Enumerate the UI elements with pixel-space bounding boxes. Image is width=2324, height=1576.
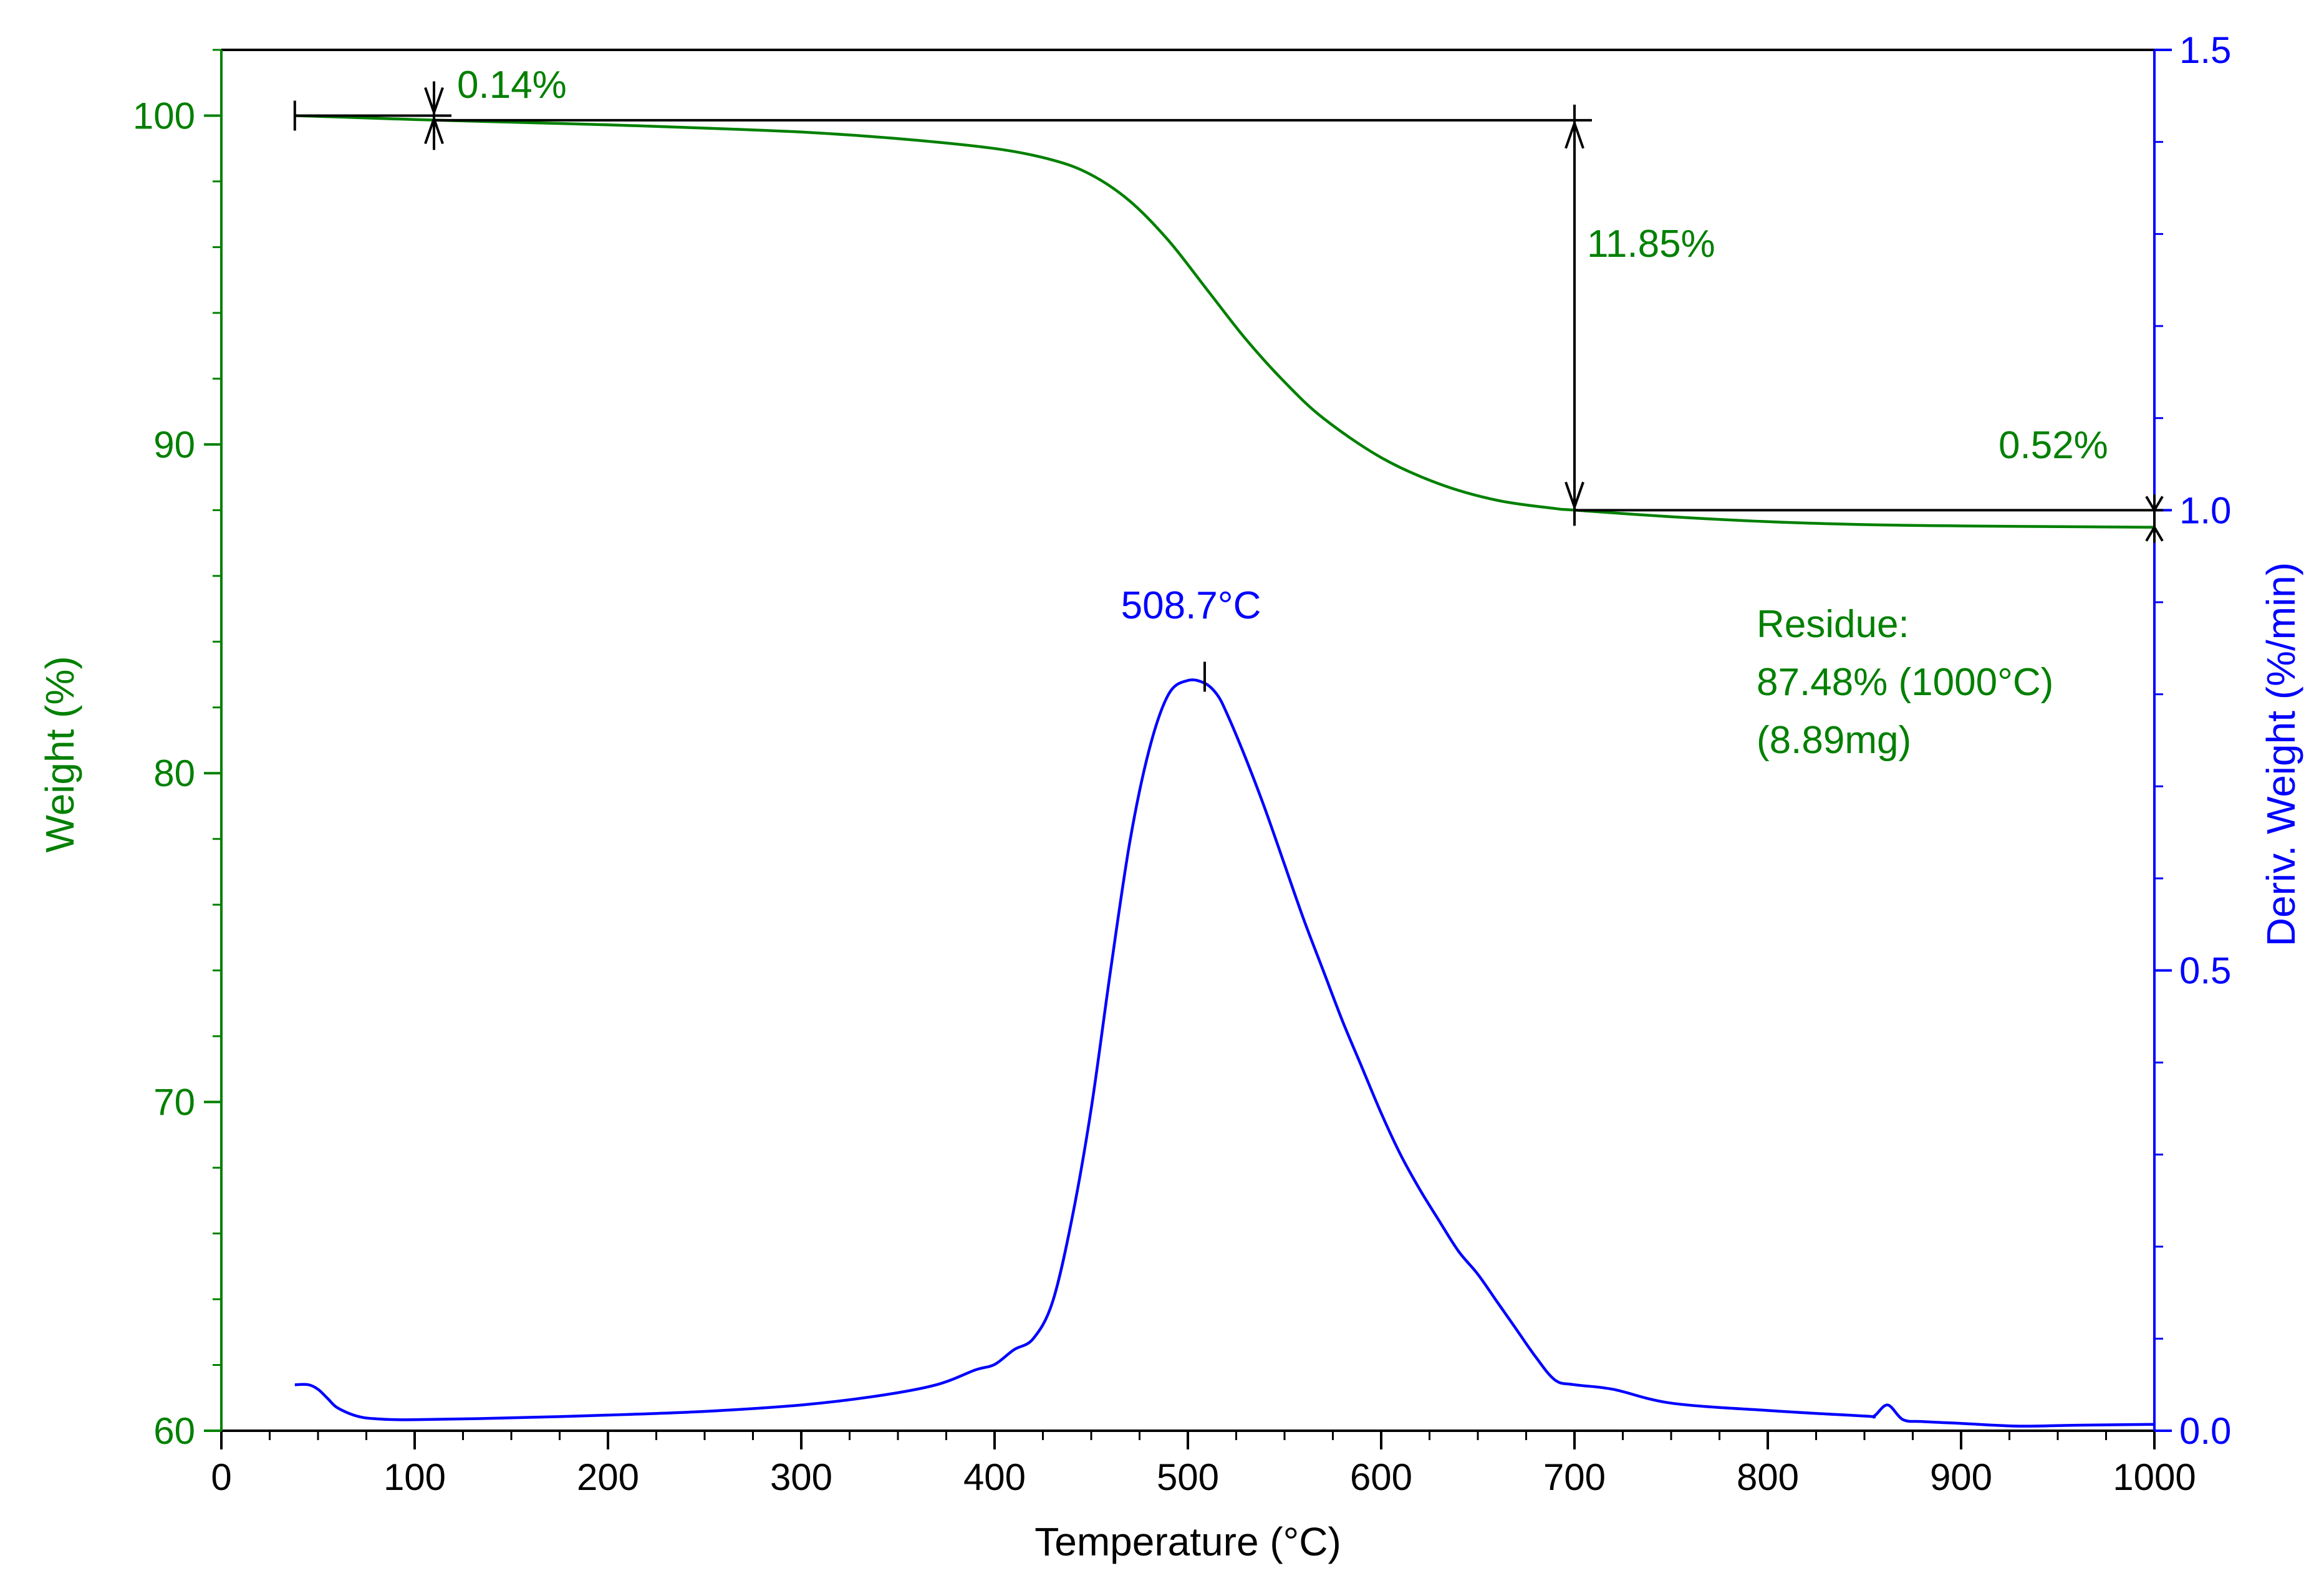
step3-arrowhead-top: [2145, 496, 2164, 513]
x-tick-label: 500: [1157, 1456, 1219, 1498]
step3-weight-loss-label: 0.52%: [1999, 424, 2108, 467]
step2-arrowhead-top: [1565, 119, 1584, 149]
y2-tick-label: 1.5: [2179, 29, 2231, 71]
weight-series-line: [294, 114, 2155, 529]
y-tick-label: 80: [153, 752, 195, 794]
step1-arrow-down: [424, 87, 444, 117]
residue-label-percent: 87.48% (1000°C): [1757, 661, 2053, 704]
plot-area-background: [221, 50, 2154, 1431]
y2-axis-title: Deriv. Weight (%/min): [2259, 562, 2303, 946]
x-tick-label: 900: [1930, 1456, 1992, 1498]
y2-tick-label: 0.5: [2179, 950, 2231, 992]
step2-arrowhead-bottom: [1565, 481, 1584, 511]
y2-tick-label: 0.0: [2179, 1410, 2231, 1452]
step3-arrowhead-bottom: [2145, 524, 2164, 542]
y2-tick-label: 1.0: [2179, 489, 2231, 531]
step1-arrow-up: [424, 115, 444, 145]
x-tick-label: 1000: [2113, 1456, 2196, 1498]
peak-temperature-label: 508.7°C: [1121, 584, 1261, 627]
x-tick-label: 300: [770, 1456, 832, 1498]
x-axis-title: Temperature (°C): [1034, 1519, 1341, 1564]
y-tick-label: 70: [153, 1082, 195, 1123]
y-tick-label: 100: [133, 95, 195, 137]
x-tick-label: 800: [1737, 1456, 1799, 1498]
deriv-weight-series-line: [294, 678, 2155, 1428]
y2-axis-ticks: 0.0 0.5 1.0 1.5: [2154, 29, 2231, 1452]
annotation-marks: [293, 81, 2164, 692]
y-tick-label: 60: [153, 1410, 195, 1452]
x-tick-label: 600: [1350, 1456, 1412, 1498]
x-tick-label: 100: [383, 1456, 446, 1498]
y-axis-title: Weight (%): [37, 656, 82, 852]
y-tick-label: 90: [153, 424, 195, 466]
y-axis-ticks: 60 70 80 90 100: [133, 49, 221, 1452]
x-tick-label: 700: [1543, 1456, 1606, 1498]
x-tick-label: 400: [963, 1456, 1026, 1498]
residue-label-mass: (8.89mg): [1757, 719, 1911, 762]
x-tick-label: 200: [577, 1456, 639, 1498]
residue-label-title: Residue:: [1757, 603, 1909, 646]
x-tick-label: 0: [211, 1456, 231, 1498]
step2-weight-loss-label: 11.85%: [1587, 223, 1715, 266]
x-axis-ticks: 0 100 200 300 400 500 600 700 800 900 1000: [211, 1431, 2196, 1498]
step1-weight-loss-label: 0.14%: [457, 64, 567, 107]
